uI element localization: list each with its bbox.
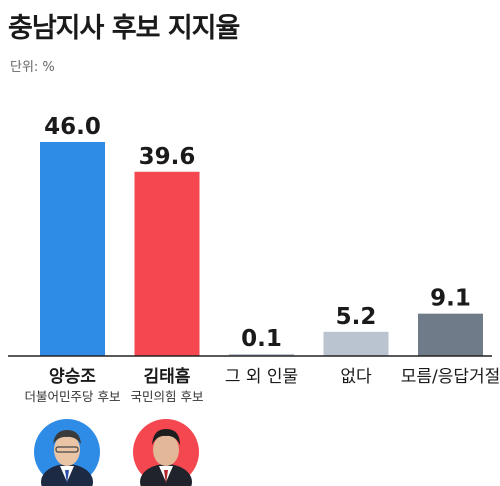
avatar-yang-hair (53, 430, 81, 444)
avatar-yang-glasses (55, 446, 79, 453)
value-label-2: 0.1 (241, 326, 282, 352)
avatar-kim-tie (164, 470, 168, 484)
category-label-2: 그 외 인물 (225, 367, 298, 387)
bar-3 (323, 331, 389, 356)
bar-0 (40, 142, 105, 356)
avatar-yang (34, 419, 100, 486)
value-label-4: 9.1 (430, 286, 471, 312)
bar-2 (229, 354, 294, 356)
bar-4 (418, 313, 483, 356)
value-label-0: 46.0 (44, 114, 101, 140)
party-label-0: 더불어민주당 후보 (25, 389, 121, 404)
chart-title: 충남지사 후보 지지율 (8, 13, 240, 44)
value-label-1: 39.6 (139, 144, 196, 170)
category-label-0: 양승조 (49, 367, 96, 387)
category-label-4: 모름/응답거절 (401, 367, 500, 387)
bars-group (40, 142, 483, 356)
party-label-1: 국민의힘 후보 (131, 389, 204, 404)
avatar-yang-tie (65, 470, 69, 484)
category-label-1: 김태흠 (144, 366, 191, 387)
category-label-3: 없다 (340, 367, 372, 387)
avatar-kim-hair (152, 429, 180, 445)
bar-1 (134, 171, 200, 356)
avatar-kim (133, 419, 199, 486)
unit-label: 단위: % (10, 60, 55, 75)
avatar-kim-face (153, 434, 179, 466)
value-label-3: 5.2 (336, 304, 377, 330)
avatar-yang-face (54, 434, 80, 466)
